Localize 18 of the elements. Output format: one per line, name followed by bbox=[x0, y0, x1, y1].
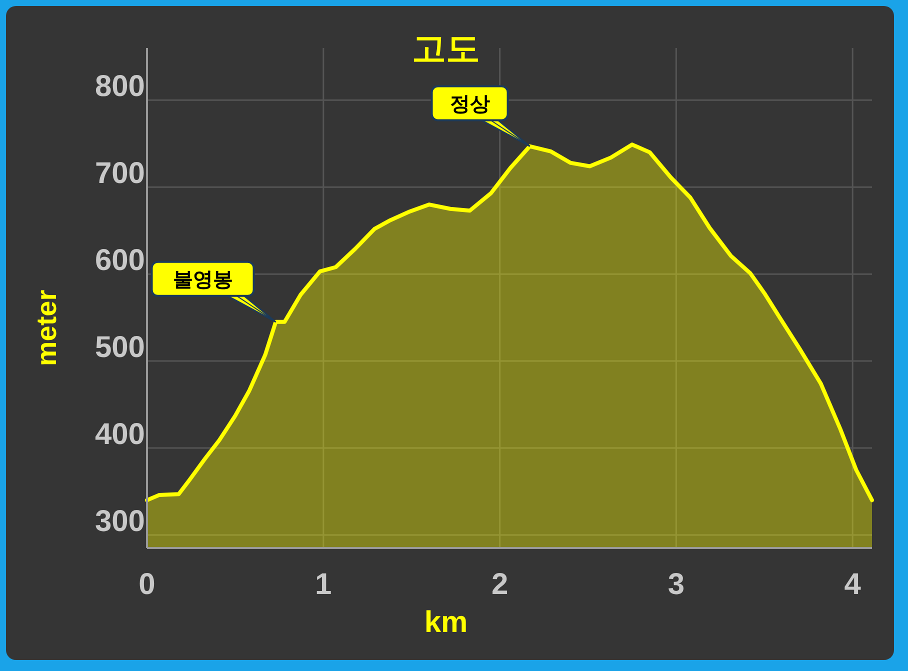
annotation: 정상 bbox=[450, 93, 490, 116]
callout: 정상 bbox=[430, 85, 531, 147]
chart-title: 고도 bbox=[412, 30, 480, 68]
y-tick-label: 700 bbox=[94, 157, 145, 190]
y-tick-label: 300 bbox=[94, 504, 145, 538]
x-tick-label: 3 bbox=[668, 568, 685, 601]
y-tick-label: 500 bbox=[94, 331, 145, 364]
x-tick-label: 2 bbox=[491, 568, 508, 601]
x-axis-title: km bbox=[424, 606, 468, 639]
y-axis-title: meter bbox=[31, 290, 62, 366]
x-tick-label: 1 bbox=[315, 568, 332, 601]
y-tick-label: 400 bbox=[94, 418, 145, 451]
y-tick-label: 600 bbox=[94, 244, 145, 278]
x-tick-label: 4 bbox=[844, 568, 862, 601]
x-tick-label: 0 bbox=[138, 568, 156, 601]
annotation: 불영봉 bbox=[172, 268, 233, 291]
callout: 불영봉 bbox=[150, 260, 277, 323]
y-tick-label: 800 bbox=[94, 70, 145, 104]
